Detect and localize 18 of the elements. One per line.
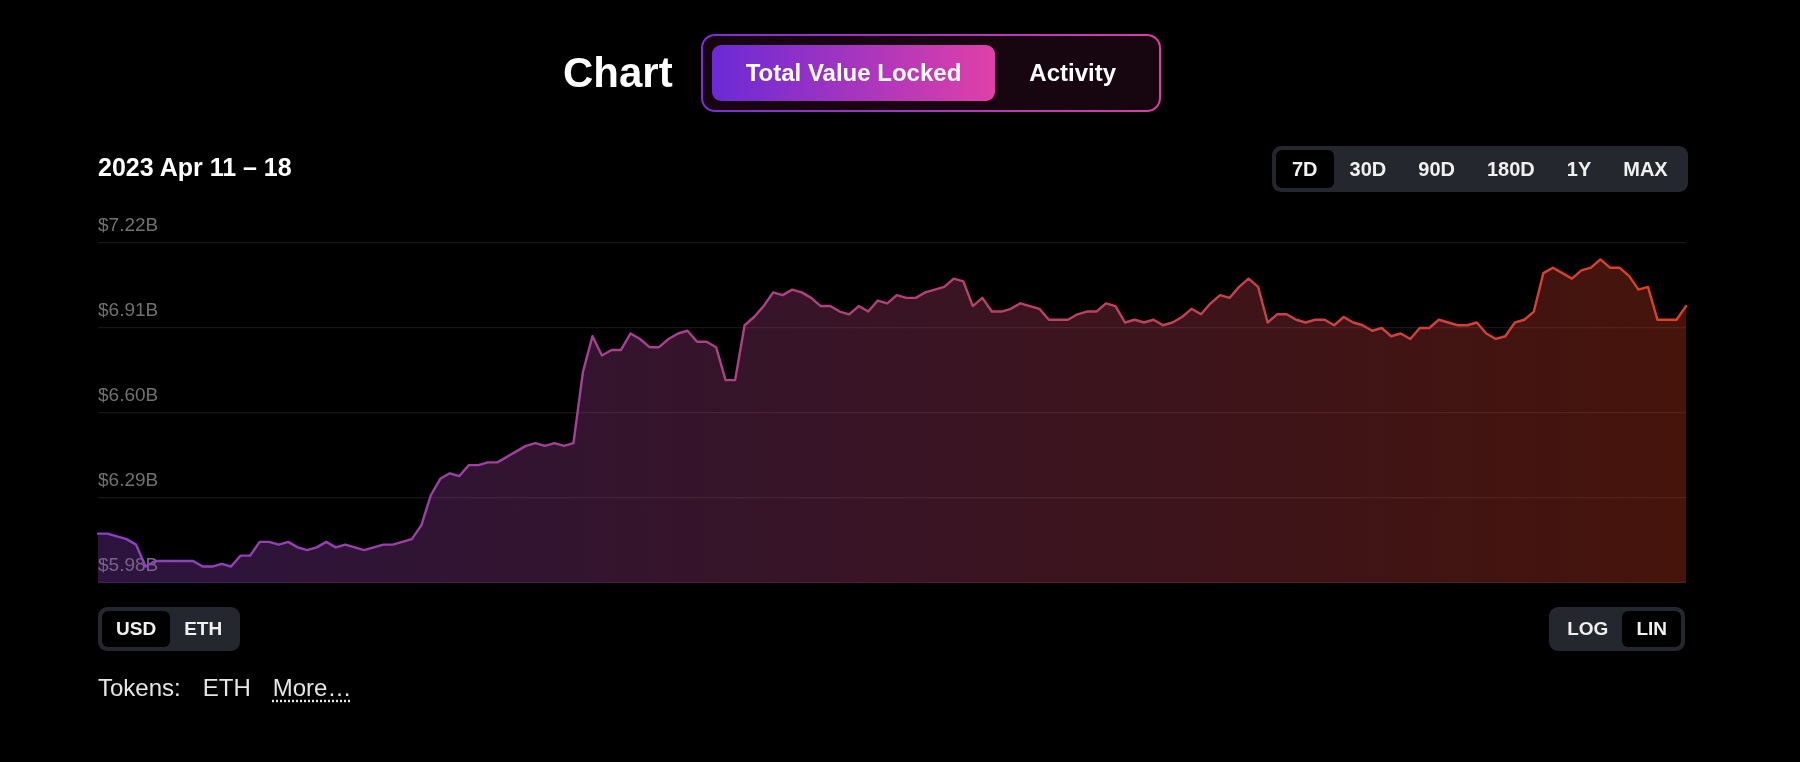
y-tick-label: $6.29B: [98, 469, 159, 491]
chart-subtitle: 2023 Apr 11 – 18: [98, 153, 292, 181]
range-button: 7D: [1276, 150, 1334, 188]
tab-switch: Total Value Locked Activity: [700, 34, 1161, 112]
text: More…: [272, 674, 352, 701]
chart-title: Chart: [563, 49, 673, 96]
scale-switch: LOG LIN: [1549, 607, 1685, 651]
range-selector: 7D 30D 90D 180D 1Y MAX: [1272, 146, 1688, 192]
text: ETH: [202, 674, 251, 701]
y-tick-label: $6.91B: [98, 299, 159, 321]
currency-button: USD: [102, 611, 171, 647]
scale-button: LIN: [1622, 611, 1681, 647]
tab-button: Total Value Locked: [711, 45, 996, 101]
y-tick-label: $7.22B: [98, 214, 159, 236]
y-tick-label: $6.60B: [98, 384, 159, 406]
currency-switch: USD ETH: [98, 607, 241, 651]
text: Tokens:: [98, 674, 181, 701]
y-tick-label: $5.98B: [98, 554, 159, 576]
